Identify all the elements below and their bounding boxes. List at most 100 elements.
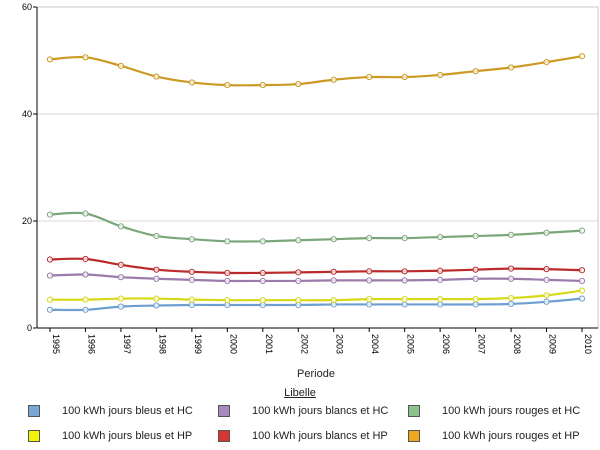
legend-label: 100 kWh jours bleus et HC — [62, 404, 193, 417]
x-tick-label: 2000 — [228, 334, 238, 354]
data-point — [295, 237, 302, 244]
data-point — [295, 80, 302, 88]
x-tick-label: 1998 — [157, 334, 167, 354]
x-tick-labels: 1995 1996 1997 1998 1999 2000 2001 2002 2003 2004… — [49, 328, 593, 354]
x-tick-label: 1999 — [193, 334, 203, 354]
data-point — [366, 235, 373, 242]
axes — [36, 6, 599, 329]
series-2 — [46, 271, 586, 285]
data-point — [507, 300, 515, 308]
data-point — [82, 306, 89, 313]
data-point — [153, 73, 160, 80]
data-point — [543, 59, 550, 66]
legend-swatch — [218, 404, 230, 417]
x-tick-label: 2003 — [335, 334, 345, 354]
data-point — [153, 275, 160, 282]
data-point — [437, 276, 444, 283]
series-line — [49, 297, 583, 312]
x-tick-label: 2004 — [370, 334, 380, 354]
data-point — [82, 54, 89, 61]
y-tick-label: 60 — [22, 2, 32, 12]
y-tick-label: 20 — [22, 216, 32, 226]
x-tick-label: 2009 — [548, 334, 558, 354]
data-point — [578, 53, 586, 60]
data-point — [82, 255, 89, 263]
data-point — [224, 297, 231, 304]
data-point — [543, 229, 550, 236]
data-point — [82, 210, 89, 217]
legend-label: 100 kWh jours rouges et HC — [442, 404, 581, 417]
data-point — [188, 268, 195, 275]
data-point — [578, 277, 586, 285]
data-point — [578, 267, 586, 274]
y-tick-label: 40 — [22, 109, 32, 119]
data-point — [472, 296, 479, 303]
data-point — [366, 296, 373, 303]
legend-item: 100 kWh jours rouges et HC — [408, 404, 598, 417]
data-point — [188, 236, 195, 243]
data-point — [472, 301, 479, 308]
series-1 — [46, 295, 586, 313]
data-point — [437, 71, 444, 79]
x-tick-label: 1996 — [86, 334, 96, 354]
series-line — [49, 257, 583, 275]
legend-item: 100 kWh jours blancs et HC — [218, 404, 408, 417]
data-point — [507, 265, 515, 272]
data-point — [117, 295, 125, 302]
data-point — [578, 227, 586, 234]
data-point — [46, 296, 54, 303]
series-6 — [46, 53, 586, 89]
data-point — [578, 295, 586, 302]
x-tick-label: 2002 — [299, 334, 309, 354]
data-point — [46, 211, 54, 218]
data-point — [401, 277, 408, 284]
x-tick-label: 2006 — [441, 334, 451, 354]
data-point — [472, 232, 479, 240]
data-point — [507, 231, 515, 239]
data-point — [46, 56, 54, 63]
data-point — [224, 277, 231, 285]
data-point — [259, 82, 266, 89]
series-5 — [46, 255, 586, 276]
data-point — [366, 301, 373, 308]
data-point — [401, 296, 408, 303]
legend-item: 100 kWh jours bleus et HP — [28, 429, 218, 442]
data-point — [259, 269, 266, 276]
x-tick-label: 2005 — [406, 334, 416, 354]
x-tick-label: 2010 — [583, 334, 593, 354]
data-point — [295, 269, 302, 276]
data-point — [46, 306, 54, 313]
legend-item: 100 kWh jours bleus et HC — [28, 404, 218, 417]
data-point — [117, 62, 125, 69]
data-point — [295, 277, 302, 285]
data-point — [46, 256, 54, 263]
legend-swatch — [408, 404, 420, 417]
data-point — [401, 235, 408, 242]
legend-label: 100 kWh jours rouges et HP — [442, 429, 580, 442]
data-point — [366, 73, 373, 81]
data-point — [224, 269, 231, 276]
data-point — [543, 292, 550, 299]
data-point — [224, 82, 231, 89]
legend: 100 kWh jours bleus et HC 100 kWh jours b… — [28, 404, 598, 442]
data-point — [117, 223, 125, 230]
y-tick-label: 0 — [27, 323, 32, 333]
series-4 — [46, 287, 586, 304]
data-point — [507, 294, 515, 302]
data-point — [117, 261, 125, 268]
data-point — [188, 301, 195, 309]
legend-title: Libelle — [284, 387, 316, 399]
x-tick-label: 1997 — [122, 334, 132, 354]
legend-label: 100 kWh jours blancs et HP — [252, 429, 388, 442]
data-point — [472, 275, 479, 282]
data-point — [117, 303, 125, 310]
data-point — [437, 296, 444, 303]
data-point — [82, 296, 89, 303]
x-tick-label: 2007 — [477, 334, 487, 354]
x-tick-label: 2008 — [512, 334, 522, 354]
data-point — [330, 277, 337, 284]
data-point — [543, 298, 550, 305]
data-point — [82, 271, 89, 278]
data-point — [259, 277, 266, 285]
